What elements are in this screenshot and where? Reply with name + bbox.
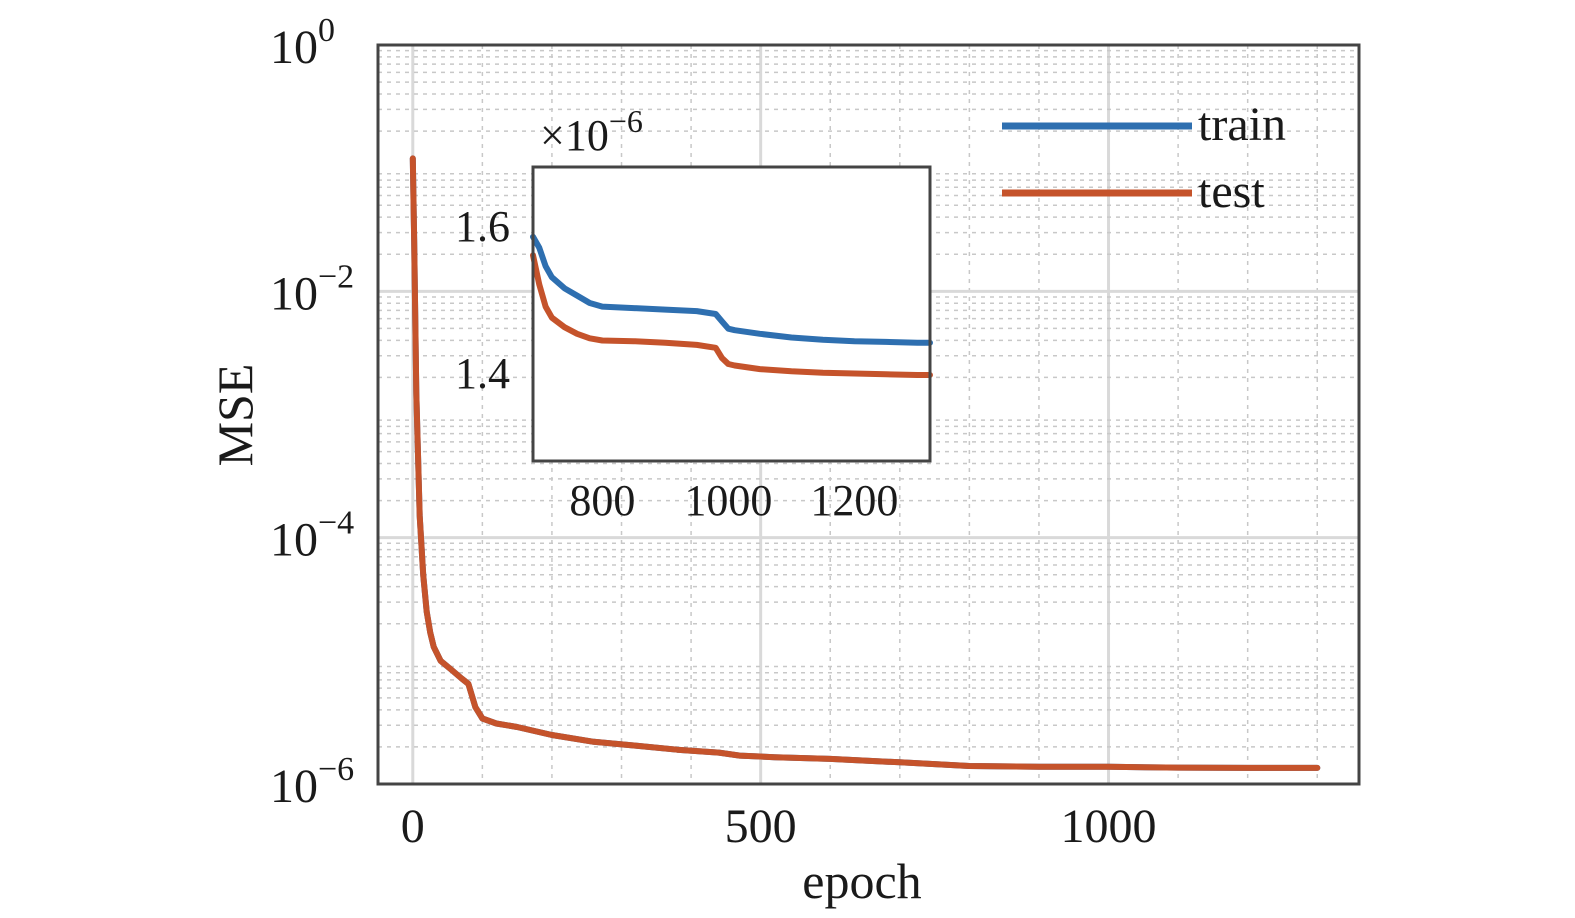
x-tick-label: 1000 xyxy=(1061,800,1157,853)
y-tick-label: 10−6 xyxy=(270,751,354,813)
y-tick-label-exponent: 0 xyxy=(318,12,335,49)
y-tick-label: 100 xyxy=(270,12,335,74)
main-series-group xyxy=(409,155,1321,771)
y-tick-label-base: 10 xyxy=(270,21,318,74)
inset-y-multiplier-prefix: ×10 xyxy=(540,111,609,160)
inset-y-tick-label: 1.4 xyxy=(455,349,510,398)
inset-chart: 800 1000 1200 1.4 1.6 ×10−6 xyxy=(455,103,933,525)
inset-x-tick-label: 1200 xyxy=(810,476,898,525)
y-axis-label: MSE xyxy=(207,364,263,467)
inset-y-tick-label: 1.6 xyxy=(455,202,510,251)
x-tick-label: 500 xyxy=(725,800,797,853)
y-tick-label-base: 10 xyxy=(270,514,318,567)
y-tick-label: 10−4 xyxy=(270,505,354,567)
inset-x-tick-label: 800 xyxy=(569,476,635,525)
inset-series-group xyxy=(530,233,933,378)
inset-y-tick-labels: 1.4 1.6 xyxy=(455,202,510,398)
inset-series-line-train xyxy=(530,233,933,346)
inset-y-multiplier: ×10−6 xyxy=(540,103,643,160)
main-x-tick-labels: 0 500 1000 xyxy=(401,800,1157,853)
inset-x-tick-label: 1000 xyxy=(684,476,772,525)
series-line-test xyxy=(409,155,1321,771)
y-tick-label-exponent: −2 xyxy=(318,258,354,295)
x-tick-label: 0 xyxy=(401,800,425,853)
y-tick-label: 10−2 xyxy=(270,258,354,320)
legend-label-train: train xyxy=(1198,98,1286,151)
inset-series-line-test xyxy=(530,252,933,378)
y-tick-label-base: 10 xyxy=(270,760,318,813)
main-plot-frame xyxy=(376,43,1361,786)
y-tick-label-base: 10 xyxy=(270,267,318,320)
legend-label-test: test xyxy=(1198,165,1265,218)
y-tick-label-exponent: −4 xyxy=(318,505,354,542)
inset-y-multiplier-exponent: −6 xyxy=(609,103,643,139)
inset-x-tick-labels: 800 1000 1200 xyxy=(569,476,898,525)
inset-frame xyxy=(531,165,932,463)
inset-background xyxy=(533,167,930,461)
x-axis-label: epoch xyxy=(802,853,921,909)
y-tick-label-exponent: −6 xyxy=(318,751,354,788)
legend: train test xyxy=(1002,98,1286,218)
